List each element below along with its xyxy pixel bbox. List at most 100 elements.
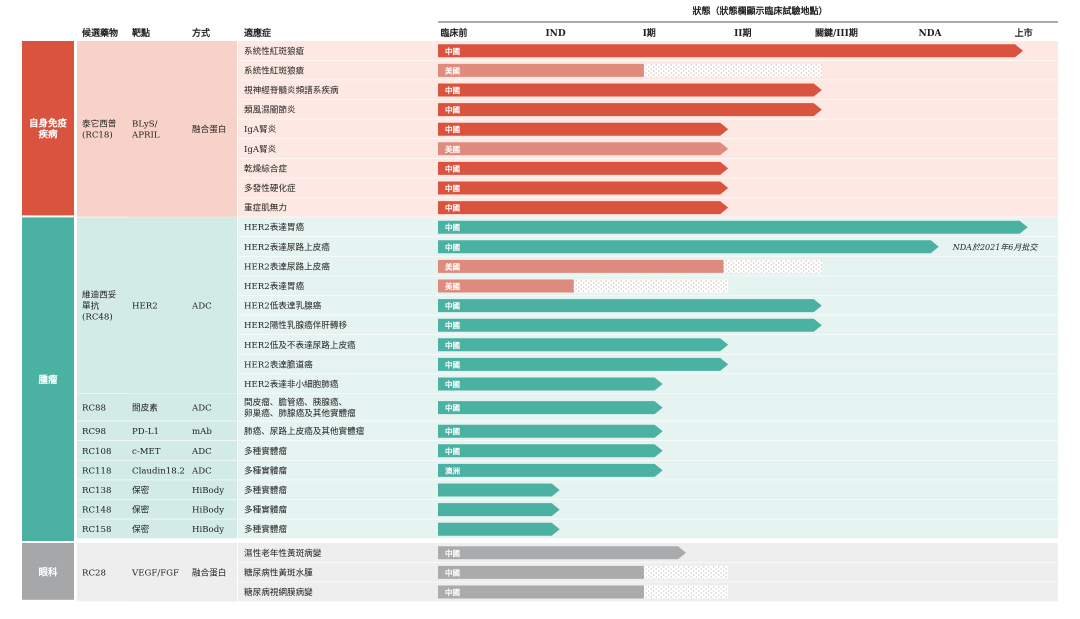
category-label: 眼科 xyxy=(38,566,58,578)
trial-region-label: 中國 xyxy=(445,203,460,213)
planned-stage-bar xyxy=(643,585,729,599)
trial-region-label: 中國 xyxy=(445,124,460,134)
indication-row: 多發性硬化症 中國 xyxy=(244,181,729,195)
indication-label: HER2表達胃癌 xyxy=(244,280,304,292)
trial-region-label: 美國 xyxy=(445,281,460,291)
drug-candidate: RC118 xyxy=(82,466,111,476)
status-title: 狀態（狀態欄顯示臨床試驗地點） xyxy=(692,5,827,17)
indication-label: 系統性紅斑狼瘡 xyxy=(244,64,305,76)
drug-candidate: RC108 xyxy=(82,447,111,457)
stage-label: 上市 xyxy=(1015,27,1033,39)
progress-bar xyxy=(438,103,822,117)
drug-candidate: RC148 xyxy=(82,506,111,516)
col-target-header: 靶點 xyxy=(132,27,150,39)
indication-label: 間皮瘤、膽管癌、胰腺癌、卵巢癌、肺腺癌及其他實體瘤 xyxy=(244,396,356,419)
trial-region-label: 美國 xyxy=(445,261,460,271)
indication-label: 多種實體瘤 xyxy=(244,464,287,476)
col-modality-header: 方式 xyxy=(192,27,210,39)
drug-groups: 泰它西普(RC18)BLyS/APRIL融合蛋白維迪西妥單抗(RC48)HER2… xyxy=(77,41,238,603)
row-background xyxy=(238,519,1058,539)
drug-candidate: RC28 xyxy=(82,568,106,578)
indication-label: 視神經脊髓炎頻譜系疾病 xyxy=(244,84,339,96)
drug-candidate: 維迪西妥單抗(RC48) xyxy=(82,289,117,323)
indication-label: 乾燥綜合症 xyxy=(244,162,287,174)
indication-row: HER2表達胃癌 中國 xyxy=(244,220,1028,234)
drug-target: 間皮素 xyxy=(132,402,158,414)
planned-stage-bar xyxy=(643,565,729,579)
trial-region-label: 中國 xyxy=(445,446,460,456)
category-label: 自身免疫疾病 xyxy=(29,118,68,141)
progress-bar xyxy=(438,522,560,536)
progress-bar xyxy=(438,83,822,97)
trial-region-label: 中國 xyxy=(445,46,460,56)
progress-bar xyxy=(438,63,644,77)
drug-modality: 融合蛋白 xyxy=(192,566,226,578)
indication-row: 類風濕關節炎 中國 xyxy=(244,103,822,117)
trial-region-label: 中國 xyxy=(445,340,460,350)
drug-group-background xyxy=(77,480,237,500)
indication-label: IgA腎炎 xyxy=(244,144,277,155)
trial-region-label: 中國 xyxy=(445,163,460,173)
progress-bar xyxy=(438,299,822,313)
category-block xyxy=(22,41,74,216)
progress-bar xyxy=(438,401,663,415)
drug-modality: 融合蛋白 xyxy=(192,123,226,135)
progress-bar xyxy=(438,503,560,517)
indication-row: 乾燥綜合症 中國 xyxy=(244,161,729,175)
indication-row: 多種實體瘤 澳洲 xyxy=(244,463,663,477)
indication-row: 視神經脊髓炎頻譜系疾病 中國 xyxy=(244,83,822,97)
indication-label: 系統性紅斑狼瘡 xyxy=(244,45,305,57)
indication-label: 多發性硬化症 xyxy=(244,182,296,194)
indication-label: 多種實體瘤 xyxy=(244,504,287,516)
drug-candidate: RC158 xyxy=(82,525,111,535)
drug-group-inner xyxy=(127,41,237,218)
trial-region-label: 中國 xyxy=(445,403,460,413)
progress-bar xyxy=(438,161,729,175)
drug-modality: ADC xyxy=(191,447,212,457)
planned-stage-bar xyxy=(643,63,822,77)
row-background xyxy=(238,499,1058,520)
drug-group-background xyxy=(77,460,237,481)
drug-group-background xyxy=(77,441,237,461)
trial-region-label: 美國 xyxy=(445,144,460,154)
drug-target: VEGF/FGF xyxy=(131,568,179,578)
indication-row: HER2陽性乳腺癌伴肝轉移 中國 xyxy=(244,318,822,332)
progress-bar xyxy=(438,201,729,215)
progress-bar xyxy=(438,142,729,156)
progress-bar xyxy=(438,220,1028,234)
drug-group-background xyxy=(77,421,237,441)
drug-candidate: RC88 xyxy=(82,404,106,414)
stage-label: I期 xyxy=(643,27,656,39)
progress-bar xyxy=(438,565,644,579)
planned-stage-bar xyxy=(723,259,822,273)
indication-label: 多種實體瘤 xyxy=(244,523,287,535)
progress-bar xyxy=(438,585,644,599)
bar-annotation: NDA於2021年6月批交 xyxy=(952,243,1039,252)
trial-region-label: 澳洲 xyxy=(445,465,460,475)
indication-label: HER2表達非小細胞肺癌 xyxy=(244,378,339,390)
drug-modality: ADC xyxy=(191,466,212,476)
indication-label: HER2表達胃癌 xyxy=(244,221,304,233)
col-indication-header: 適應症 xyxy=(244,27,271,39)
drug-target: BLyS/APRIL xyxy=(131,120,160,141)
indication-row: 多種實體瘤 xyxy=(244,503,560,517)
trial-region-label: 中國 xyxy=(445,242,460,252)
indication-row: HER2低及不表達尿路上皮癌 中國 xyxy=(244,338,729,352)
col-candidate-header: 候選藥物 xyxy=(82,27,118,39)
indication-label: HER2表達尿路上皮癌 xyxy=(244,260,330,272)
indication-label: HER2表達尿路上皮癌 xyxy=(244,241,330,253)
trial-region-label: 美國 xyxy=(445,65,460,75)
indication-row: HER2表達尿路上皮癌 美國 xyxy=(244,259,822,273)
indication-row: HER2低表達乳腺癌 中國 xyxy=(244,299,822,313)
indication-label: 糖尿病性黃斑水腫 xyxy=(244,566,313,578)
stage-label: 臨床前 xyxy=(440,27,467,39)
indication-row: 重症肌無力 中國 xyxy=(244,201,729,215)
drug-target: 保密 xyxy=(132,484,150,496)
category-label: 腫瘤 xyxy=(38,374,58,386)
indication-row: 系統性紅斑狼瘡 美國 xyxy=(244,63,822,77)
drug-modality: HiBody xyxy=(192,525,224,535)
progress-bar xyxy=(438,44,1023,58)
stage-header: 臨床前 IND I期 II期 關鍵/III期 NDA 上市 xyxy=(438,21,1058,39)
category-block xyxy=(22,217,74,541)
